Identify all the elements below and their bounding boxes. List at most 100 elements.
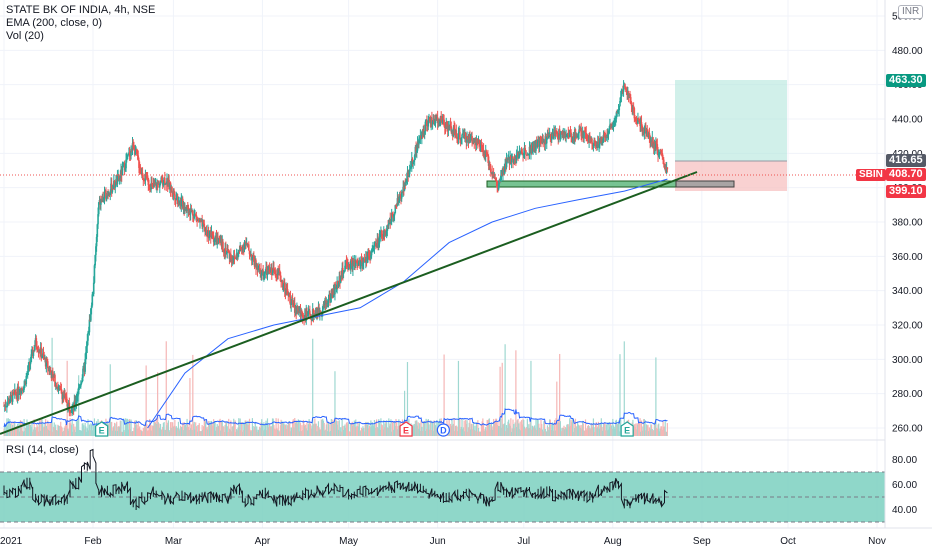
- volume-bar: [110, 422, 112, 436]
- volume-bar: [171, 422, 173, 436]
- support-rect[interactable]: [486, 180, 677, 188]
- candle-body: [123, 162, 126, 171]
- candle-body: [510, 156, 512, 162]
- rsi-pane[interactable]: 80.00 60.00 40.00: [0, 439, 917, 523]
- volume-bar: [12, 428, 14, 436]
- event-marker-icon[interactable]: E: [399, 421, 413, 437]
- candle-body: [642, 128, 645, 134]
- candle-body: [559, 133, 562, 136]
- volume-bar: [455, 425, 457, 436]
- candle-body: [6, 402, 9, 407]
- volume-bar: [126, 418, 129, 436]
- volume-bar: [517, 419, 519, 436]
- candle-body: [480, 143, 483, 146]
- candle-body: [86, 340, 89, 347]
- volume-bar: [635, 423, 637, 436]
- candle-body: [482, 147, 484, 150]
- volume-bar: [298, 431, 300, 436]
- support-rect-extension[interactable]: [675, 180, 735, 188]
- volume-bar: [315, 423, 317, 436]
- volume-bar: [88, 424, 91, 436]
- volume-bar: [486, 419, 488, 436]
- volume-bar: [149, 423, 152, 436]
- candle-body: [385, 230, 388, 236]
- volume-bar: [62, 430, 65, 436]
- candle-body: [369, 257, 371, 259]
- volume-bar: [414, 424, 416, 436]
- volume-bar: [561, 431, 563, 436]
- volume-bar: [302, 419, 304, 436]
- volume-bar: [144, 424, 146, 436]
- volume-bar: [314, 418, 316, 436]
- volume-bar: [213, 419, 215, 436]
- volume-bar: [369, 427, 371, 436]
- event-marker-icon[interactable]: E: [95, 421, 109, 437]
- currency-button[interactable]: INR: [898, 5, 924, 19]
- volume-bar: [587, 425, 589, 436]
- candle-body: [52, 371, 54, 375]
- volume-bar: [195, 422, 197, 436]
- candle-body: [6, 406, 8, 408]
- volume-bar: [4, 430, 7, 436]
- volume-bar: [168, 431, 170, 436]
- volume-bar: [381, 425, 383, 436]
- candle-body: [256, 263, 259, 270]
- volume-bar: [54, 427, 56, 436]
- volume-bar: [433, 420, 435, 436]
- volume-bar: [334, 371, 336, 436]
- event-marker-icon[interactable]: D: [436, 423, 450, 437]
- volume-bar: [12, 425, 14, 436]
- candle-body: [503, 169, 506, 173]
- volume-bar: [543, 421, 545, 436]
- candle-body: [81, 377, 84, 382]
- volume-bar: [509, 425, 511, 436]
- volume-bar: [216, 424, 218, 436]
- volume-bar: [470, 429, 472, 436]
- candle-body: [25, 376, 28, 385]
- candle-body: [230, 258, 233, 261]
- volume-bar: [116, 421, 118, 436]
- volume-bar: [139, 426, 141, 436]
- volume-bar: [356, 425, 358, 436]
- candle-body: [137, 155, 140, 161]
- volume-bar: [458, 419, 460, 436]
- volume-bar: [342, 425, 344, 436]
- volume-bar: [354, 426, 356, 436]
- candle-body: [134, 151, 137, 155]
- volume-bar: [661, 429, 663, 436]
- candle-body: [142, 178, 145, 180]
- candle-body: [583, 130, 585, 139]
- volume-bar: [4, 423, 6, 436]
- volume-bar: [124, 431, 126, 436]
- candle-body: [43, 355, 46, 359]
- volume-bar: [395, 418, 397, 436]
- volume-bar: [655, 357, 657, 436]
- candle-body: [620, 91, 623, 97]
- volume-bar: [361, 429, 363, 436]
- candle-body: [608, 128, 611, 134]
- volume-bar: [129, 419, 131, 436]
- candle-body: [212, 237, 215, 243]
- volume-bar: [425, 418, 427, 436]
- volume-bar: [560, 428, 562, 436]
- volume-bar: [156, 423, 158, 436]
- trendline[interactable]: [0, 171, 698, 435]
- volume-bar: [284, 425, 287, 436]
- volume-bar: [457, 431, 459, 436]
- volume-bar: [27, 422, 30, 436]
- candle-body: [244, 242, 247, 246]
- support-zone[interactable]: [486, 180, 735, 188]
- volume-bar: [58, 425, 60, 436]
- candle-body: [611, 123, 613, 127]
- target-zone[interactable]: [675, 80, 787, 161]
- event-marker-icon[interactable]: E: [620, 421, 634, 437]
- time-axis[interactable]: 2021 Feb Mar Apr May Jun Jul Aug Sep Oct Nov: [0, 527, 932, 547]
- candle-body: [380, 233, 382, 236]
- x-tick-label: Jul: [517, 536, 530, 547]
- volume-bar: [227, 431, 229, 436]
- candle-body: [246, 242, 249, 245]
- candle-body: [139, 169, 142, 171]
- candle-body: [13, 392, 15, 394]
- volume-bar: [219, 418, 221, 436]
